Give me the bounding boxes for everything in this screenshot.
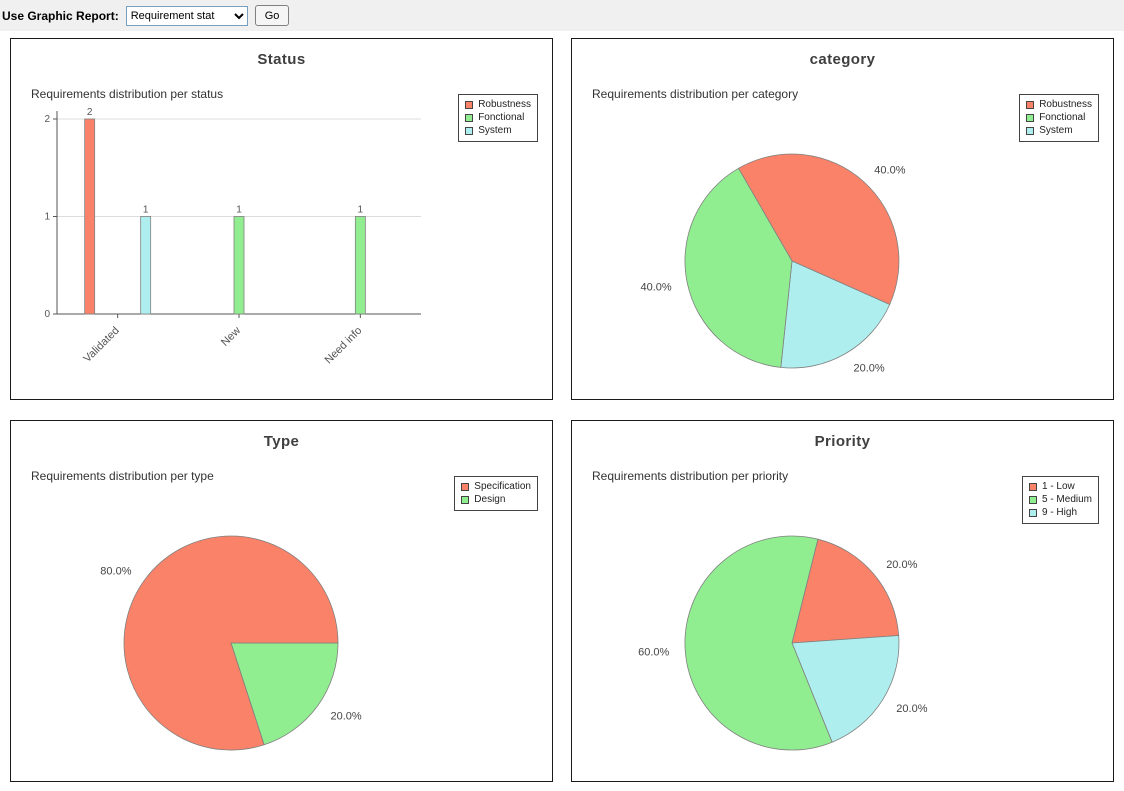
go-button[interactable]: Go bbox=[254, 5, 290, 26]
panel-title-status: Status bbox=[257, 51, 306, 68]
legend-swatch bbox=[1028, 483, 1037, 491]
legend-label: Specification bbox=[474, 481, 531, 492]
legend-label: Robustness bbox=[478, 99, 531, 110]
category-label: Validated bbox=[81, 325, 121, 365]
panel-priority: Priority Requirements distribution per p… bbox=[571, 420, 1114, 782]
panel-title-priority: Priority bbox=[814, 433, 871, 450]
legend-swatch bbox=[465, 101, 474, 109]
legend-item: 1 - Low bbox=[1028, 481, 1092, 493]
chart-subtitle-status: Requirements distribution per status bbox=[31, 87, 224, 101]
charts-grid: Status Requirements distribution per sta… bbox=[0, 31, 1124, 782]
pie-slice bbox=[230, 642, 339, 746]
legend-item: 5 - Medium bbox=[1028, 494, 1092, 506]
pie-slice bbox=[791, 635, 900, 743]
legend-item: Fonctional bbox=[465, 112, 531, 124]
legend-label: 5 - Medium bbox=[1041, 494, 1092, 505]
chart-subtitle-priority: Requirements distribution per priority bbox=[592, 469, 789, 483]
pie-slice-label: 80.0% bbox=[100, 566, 131, 578]
legend-item: Specification bbox=[461, 481, 531, 493]
panel-title-category: category bbox=[809, 51, 876, 68]
pie-canvas: 20.0% 80.0% bbox=[100, 535, 362, 751]
toolbar: Use Graphic Report: Requirement stat Go bbox=[0, 0, 1124, 31]
pie-slice bbox=[123, 535, 339, 751]
legend-swatch bbox=[461, 496, 470, 504]
bar bbox=[233, 216, 245, 315]
pie-slice-label: 20.0% bbox=[854, 363, 885, 375]
chart-subtitle-category: Requirements distribution per category bbox=[592, 87, 799, 101]
category-label: Need info bbox=[323, 325, 365, 367]
legend-label: 1 - Low bbox=[1041, 481, 1075, 492]
pie-slice bbox=[780, 260, 891, 369]
legend-swatch bbox=[1026, 127, 1035, 135]
pie-slice bbox=[737, 153, 900, 306]
bar bbox=[140, 216, 152, 315]
pie-slice bbox=[684, 535, 833, 751]
legend-label: Fonctional bbox=[1039, 112, 1086, 123]
legend-label: 9 - High bbox=[1041, 507, 1077, 518]
chart-legend-category: Robustness Fonctional System bbox=[1019, 94, 1099, 142]
pie-slice-label: 40.0% bbox=[874, 165, 905, 177]
legend-item: Design bbox=[461, 494, 531, 506]
chart-legend-status: Robustness Fonctional System bbox=[458, 94, 538, 142]
bar-value-label: 1 bbox=[358, 205, 364, 216]
chart-subtitle-type: Requirements distribution per type bbox=[31, 469, 214, 483]
category-pie-chart: 40.0% 20.0% 40.0% bbox=[580, 101, 1107, 397]
legend-swatch bbox=[465, 127, 474, 135]
legend-label: Design bbox=[474, 494, 506, 505]
bar bbox=[84, 118, 96, 315]
pie-slice bbox=[684, 167, 793, 368]
panel-type: Type Requirements distribution per type … bbox=[10, 420, 553, 782]
category-label: New bbox=[219, 325, 243, 349]
legend-item: Robustness bbox=[465, 99, 531, 111]
legend-label: Fonctional bbox=[478, 112, 525, 123]
pie-slice-label: 20.0% bbox=[886, 559, 917, 571]
pie-slice-label: 60.0% bbox=[638, 647, 669, 659]
pie-canvas: 40.0% 20.0% 40.0% bbox=[640, 153, 906, 375]
legend-item: System bbox=[1026, 125, 1092, 137]
chart-legend-priority: 1 - Low 5 - Medium 9 - High bbox=[1021, 476, 1099, 524]
legend-item: 9 - High bbox=[1028, 507, 1092, 519]
legend-label: Robustness bbox=[1039, 99, 1092, 110]
bar bbox=[354, 216, 366, 315]
pie-slice-label: 40.0% bbox=[640, 282, 671, 294]
bar-value-label: 1 bbox=[236, 205, 242, 216]
bar-value-label: 2 bbox=[87, 107, 93, 118]
legend-swatch bbox=[1028, 509, 1037, 517]
legend-swatch bbox=[1026, 101, 1035, 109]
panel-title-type: Type bbox=[263, 433, 300, 450]
type-pie-chart: 20.0% 80.0% bbox=[19, 483, 546, 779]
bar-value-label: 1 bbox=[143, 205, 149, 216]
y-tick-label: 0 bbox=[44, 309, 50, 320]
pie-slice bbox=[791, 538, 900, 644]
y-tick-label: 1 bbox=[44, 212, 50, 223]
legend-label: System bbox=[478, 125, 512, 136]
legend-swatch bbox=[1026, 114, 1035, 122]
legend-item: System bbox=[465, 125, 531, 137]
report-type-select[interactable]: Requirement stat bbox=[125, 5, 248, 26]
legend-item: Robustness bbox=[1026, 99, 1092, 111]
chart-legend-type: Specification Design bbox=[454, 476, 538, 511]
legend-label: System bbox=[1039, 125, 1073, 136]
y-tick-label: 2 bbox=[44, 114, 50, 125]
graphic-report-label: Use Graphic Report: bbox=[2, 8, 119, 23]
status-bar-chart: 0 1 2 Validated 2 1 New 1 Need info 1 bbox=[19, 101, 546, 397]
legend-item: Fonctional bbox=[1026, 112, 1092, 124]
panel-category: category Requirements distribution per c… bbox=[571, 38, 1114, 400]
bar-canvas: 0 1 2 Validated 2 1 New 1 Need info 1 bbox=[44, 107, 421, 367]
pie-slice-label: 20.0% bbox=[331, 710, 362, 722]
priority-pie-chart: 20.0% 20.0% 60.0% bbox=[580, 483, 1107, 779]
pie-canvas: 20.0% 20.0% 60.0% bbox=[638, 535, 928, 751]
legend-swatch bbox=[461, 483, 470, 491]
legend-swatch bbox=[465, 114, 474, 122]
legend-swatch bbox=[1028, 496, 1037, 504]
panel-status: Status Requirements distribution per sta… bbox=[10, 38, 553, 400]
pie-slice-label: 20.0% bbox=[896, 703, 927, 715]
